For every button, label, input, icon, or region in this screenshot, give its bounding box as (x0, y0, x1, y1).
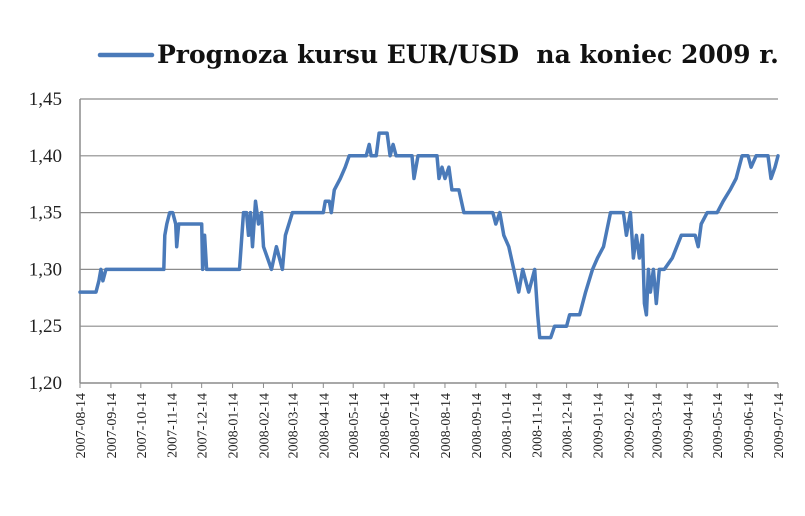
x-tick-label: 2008-03-14 (286, 393, 301, 458)
x-tick-label: 2008-09-14 (470, 393, 485, 458)
series-line-eur-usd-forecast (78, 131, 780, 340)
legend-series-label: Prognoza kursu EUR/USD na koniec 2009 r. (157, 40, 779, 69)
y-tick-label: 1,20 (29, 373, 62, 394)
y-tick-label: 1,25 (29, 316, 62, 337)
x-tick-label: 2009-02-14 (622, 393, 637, 458)
x-tick-label: 2008-12-14 (561, 393, 576, 458)
x-tick-label: 2007-11-14 (166, 393, 181, 458)
y-tick-label: 1,30 (29, 259, 62, 280)
x-tick-label: 2009-04-14 (681, 393, 696, 458)
y-tick-label: 1,45 (29, 89, 62, 110)
axes (79, 99, 779, 388)
x-tick-label: 2008-02-14 (257, 393, 272, 458)
y-tick-label: 1,35 (29, 203, 62, 224)
x-tick-label: 2009-03-14 (650, 393, 665, 458)
x-tick-label: 2009-07-14 (772, 393, 787, 458)
gridlines (80, 98, 778, 327)
x-tick-label: 2008-05-14 (347, 393, 362, 458)
x-tick-label: 2009-01-14 (592, 393, 607, 458)
x-tick-label: 2008-08-14 (439, 393, 454, 458)
x-tick-label: 2008-01-14 (227, 393, 242, 458)
x-tick-label: 2009-05-14 (711, 393, 726, 458)
x-tick-label: 2007-10-14 (135, 393, 150, 458)
x-axis-tick-labels: 2007-08-14 2007-09-14 2007-10-14 2007-11-14… (74, 393, 787, 458)
x-tick-label: 2008-07-14 (408, 393, 423, 458)
x-tick-label: 2008-10-14 (500, 393, 515, 458)
y-axis-tick-labels: 1,20 1,25 1,30 1,35 1,40 1,45 (29, 89, 62, 394)
x-tick-label: 2009-06-14 (742, 393, 757, 458)
x-tick-label: 2007-09-14 (105, 393, 120, 458)
x-tick-label: 2008-04-14 (317, 393, 332, 458)
x-tick-label: 2007-08-14 (74, 393, 89, 458)
x-tick-label: 2008-06-14 (378, 393, 393, 458)
x-tick-label: 2007-12-14 (196, 393, 211, 458)
legend: Prognoza kursu EUR/USD na koniec 2009 r. (97, 40, 779, 69)
x-tick-label: 2008-11-14 (531, 393, 546, 458)
y-tick-label: 1,40 (29, 146, 62, 167)
